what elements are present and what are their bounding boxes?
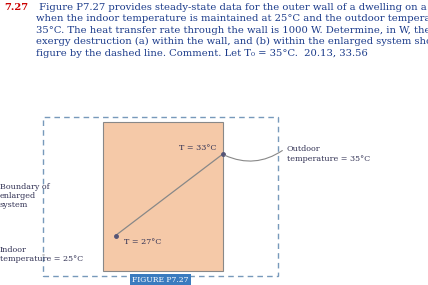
Bar <box>43 117 278 276</box>
Text: Boundary of
enlarged
system: Boundary of enlarged system <box>0 182 50 209</box>
Text: Indoor
temperature = 25°C: Indoor temperature = 25°C <box>0 246 83 263</box>
Text: FIGURE P7.27: FIGURE P7.27 <box>132 276 189 284</box>
Text: T = 33°C: T = 33°C <box>178 144 216 152</box>
Text: Figure P7.27 provides steady-state data for the outer wall of a dwelling on a da: Figure P7.27 provides steady-state data … <box>36 3 428 58</box>
Text: 7.27: 7.27 <box>4 3 28 12</box>
Text: Outdoor
temperature = 35°C: Outdoor temperature = 35°C <box>287 145 370 163</box>
Bar <box>103 123 223 271</box>
Text: T = 27°C: T = 27°C <box>124 238 161 246</box>
